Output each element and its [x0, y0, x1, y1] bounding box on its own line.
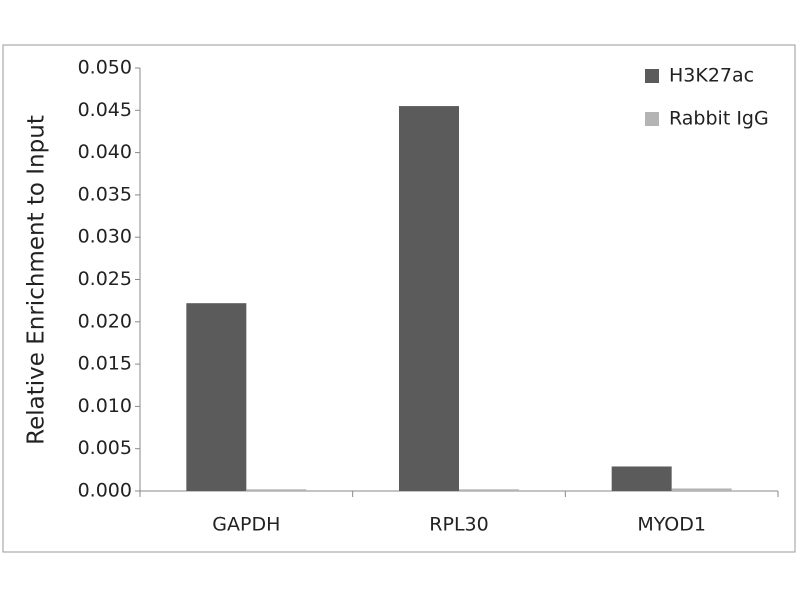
y-axis-label: Relative Enrichment to Input — [24, 115, 50, 445]
bar — [186, 303, 247, 491]
bar — [459, 489, 519, 491]
y-tick-label: 0.030 — [78, 226, 132, 248]
legend-swatch — [645, 69, 659, 83]
legend-label: Rabbit IgG — [669, 108, 769, 130]
y-tick-label: 0.015 — [78, 353, 132, 375]
y-tick-label: 0.005 — [78, 437, 132, 459]
bar — [399, 106, 459, 491]
bar — [611, 466, 672, 491]
y-tick-label: 0.035 — [78, 183, 132, 205]
x-tick-label: RPL30 — [429, 514, 488, 536]
y-tick-label: 0.020 — [78, 310, 132, 332]
y-tick-label: 0.010 — [78, 395, 132, 417]
x-tick-label: MYOD1 — [637, 514, 706, 536]
x-tick-label: GAPDH — [212, 514, 280, 536]
y-tick-label: 0.050 — [78, 57, 132, 79]
legend-swatch — [645, 112, 659, 126]
legend-label: H3K27ac — [669, 65, 754, 87]
y-tick-label: 0.000 — [78, 480, 132, 502]
y-tick-label: 0.040 — [78, 141, 132, 163]
bar — [671, 488, 732, 491]
y-tick-label: 0.045 — [78, 99, 132, 121]
bar — [246, 489, 307, 491]
y-tick-label: 0.025 — [78, 268, 132, 290]
